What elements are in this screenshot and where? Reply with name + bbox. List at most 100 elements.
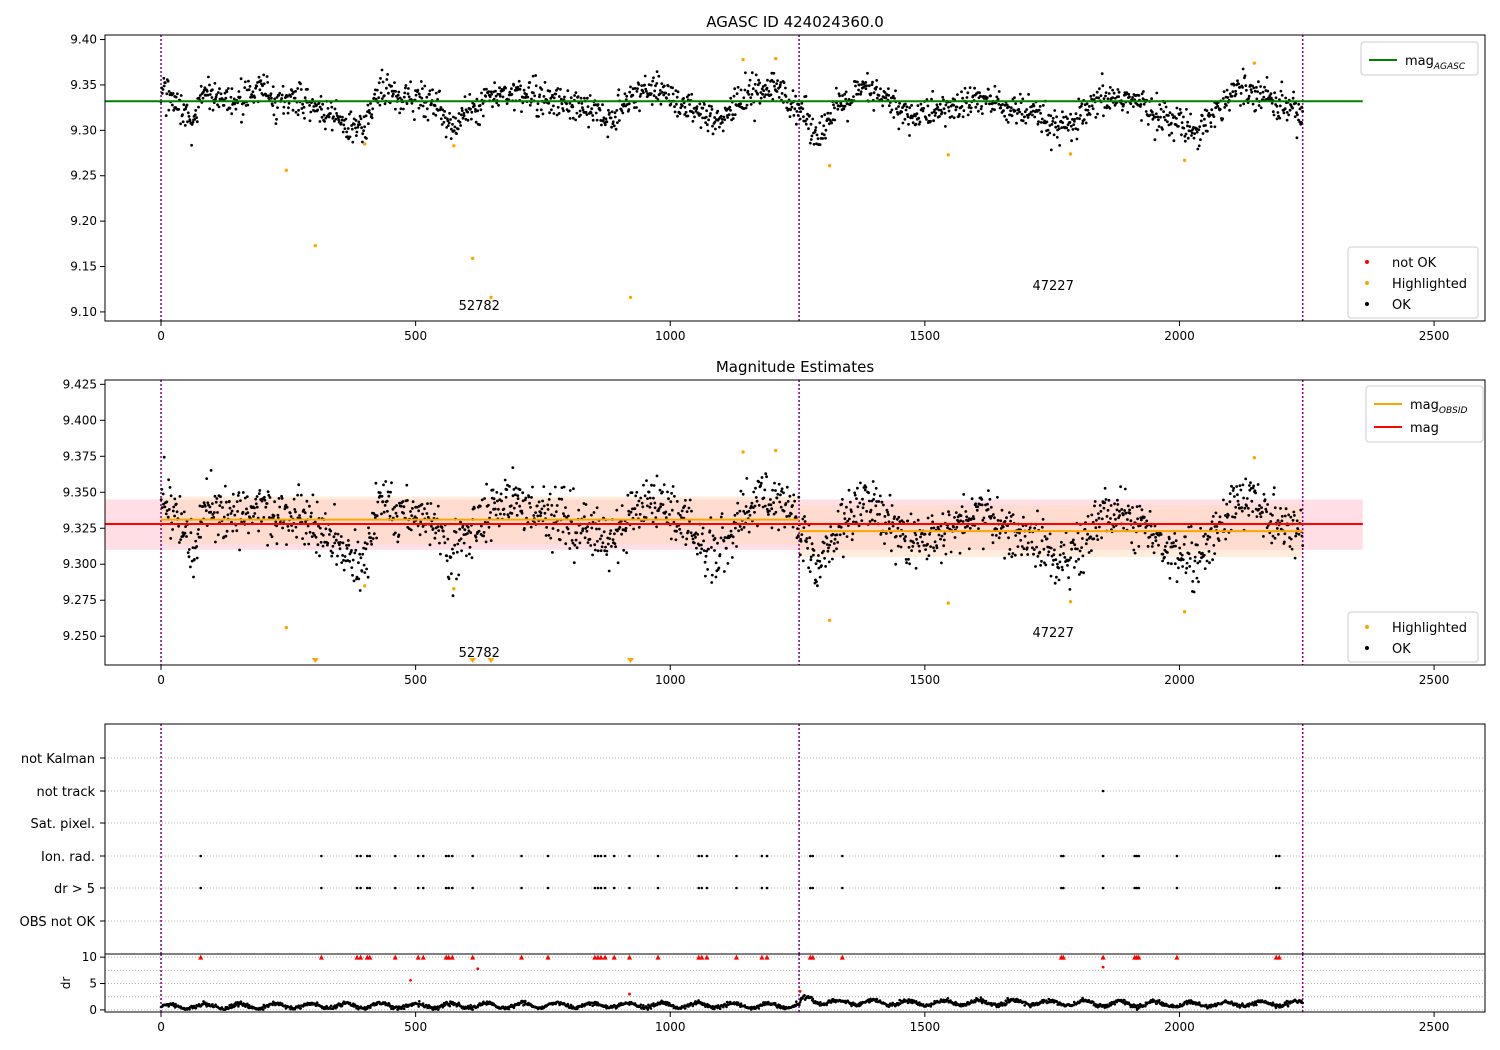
ok-point — [863, 488, 867, 492]
ok-point — [729, 533, 733, 537]
ok-point — [318, 526, 322, 530]
ok-point — [446, 119, 450, 123]
ok-point — [874, 87, 878, 91]
ok-point — [1136, 517, 1139, 521]
ok-point — [747, 84, 751, 87]
ok-point — [573, 94, 576, 97]
ok-point — [237, 491, 241, 495]
ok-point — [494, 94, 498, 98]
ok-point — [1265, 526, 1269, 530]
ok-point — [812, 553, 815, 557]
ok-point — [1249, 88, 1253, 91]
ok-point — [313, 109, 317, 113]
ok-point — [736, 85, 740, 89]
ok-point — [629, 510, 633, 514]
ok-point — [1204, 542, 1208, 546]
ok-point — [947, 510, 950, 514]
ok-point — [600, 545, 604, 549]
ok-point — [1222, 90, 1226, 93]
ok-point — [760, 476, 764, 479]
ok-point — [610, 125, 613, 129]
ok-point — [346, 135, 349, 139]
ok-point — [1100, 536, 1103, 540]
ok-point — [753, 82, 757, 86]
ok-point — [916, 104, 920, 107]
ok-point — [1184, 535, 1187, 539]
ok-point — [600, 123, 603, 127]
ok-point — [701, 106, 705, 110]
ok-point — [219, 92, 223, 96]
ok-point — [779, 505, 783, 509]
ok-point — [731, 541, 735, 545]
highlighted-point — [946, 601, 950, 605]
legend-point-swatch — [1365, 260, 1369, 264]
ok-point — [302, 105, 306, 109]
ok-point — [683, 105, 687, 109]
ok-point — [775, 496, 779, 500]
ok-point — [1204, 532, 1207, 536]
ok-point — [616, 529, 619, 533]
ok-point — [1060, 126, 1064, 129]
dr-point — [211, 1003, 214, 1006]
ok-point — [1248, 488, 1252, 492]
flag-event-point — [735, 854, 738, 858]
ok-point — [635, 90, 639, 93]
ok-point — [460, 113, 463, 117]
ok-point — [907, 557, 910, 561]
ok-point — [994, 534, 998, 537]
ok-point — [390, 84, 393, 88]
ok-point — [286, 524, 290, 528]
ok-point — [1244, 84, 1248, 87]
ok-point — [308, 119, 312, 123]
ok-point — [644, 516, 648, 519]
legend-point-swatch — [1365, 302, 1369, 306]
y-tick-label: 9.350 — [63, 485, 97, 499]
ok-point — [625, 551, 628, 555]
ok-point — [1084, 121, 1088, 125]
ok-point — [409, 80, 412, 84]
ok-point — [678, 112, 682, 115]
ok-point — [1117, 516, 1120, 520]
ok-point — [1009, 106, 1013, 109]
ok-point — [532, 91, 535, 95]
ok-point — [1188, 565, 1192, 568]
ok-point — [318, 554, 321, 558]
ok-point — [805, 540, 808, 544]
ok-point — [947, 109, 951, 113]
ok-point — [225, 529, 229, 533]
ok-point — [707, 547, 710, 551]
ok-point — [163, 505, 167, 509]
ok-point — [502, 507, 506, 511]
ok-point — [579, 531, 583, 535]
ok-point — [1146, 545, 1150, 548]
ok-point — [338, 115, 342, 119]
ok-point — [744, 106, 748, 110]
ok-point — [462, 114, 466, 118]
ok-point — [548, 492, 552, 496]
ok-point — [274, 520, 278, 524]
ok-point — [477, 529, 481, 533]
ok-point — [769, 503, 773, 507]
ok-point — [403, 91, 407, 95]
ok-point — [875, 500, 879, 503]
ok-point — [431, 88, 434, 92]
ok-point — [892, 116, 896, 119]
ok-point — [680, 104, 684, 108]
ok-point — [1291, 518, 1295, 522]
ok-point — [203, 504, 207, 508]
ok-point — [966, 519, 970, 523]
ok-point — [1081, 122, 1084, 125]
ok-point — [893, 515, 896, 519]
ok-point — [1098, 525, 1101, 529]
ok-point — [591, 553, 594, 557]
ok-point — [390, 481, 393, 485]
ok-point — [1255, 515, 1259, 518]
ok-point — [731, 113, 735, 117]
ok-point — [502, 512, 506, 516]
ok-point — [561, 530, 565, 534]
ok-point — [792, 493, 796, 497]
ok-point — [393, 531, 397, 535]
ok-point — [673, 494, 676, 498]
ok-point — [933, 540, 937, 544]
ok-point — [387, 91, 390, 95]
